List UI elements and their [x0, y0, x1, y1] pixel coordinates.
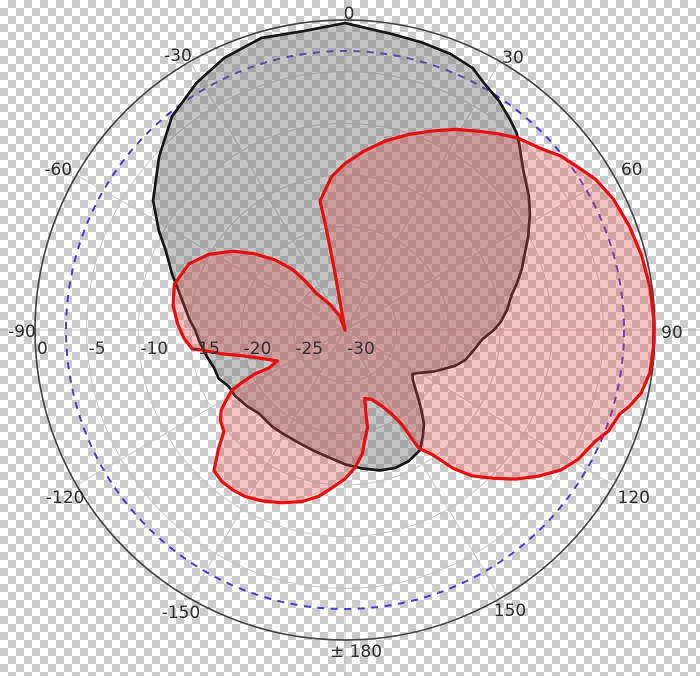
reference-dashed-circle	[65, 50, 625, 610]
series-red-pattern	[171, 127, 656, 505]
radial-grid-ring	[137, 122, 553, 538]
radial-tick-label: -5	[89, 339, 106, 359]
radial-tick-label: -15	[192, 339, 220, 359]
angle-tick-label: -120	[46, 488, 85, 508]
angle-tick-label: 60	[621, 160, 643, 180]
radial-tick-label: 0	[37, 339, 48, 359]
radial-grid-ring	[241, 226, 449, 434]
radial-tick-label: -25	[295, 339, 323, 359]
angle-tick-label: -150	[162, 603, 201, 623]
angle-tick-label: ± 180	[330, 642, 382, 662]
angle-tick-label: 150	[494, 601, 526, 621]
angle-tick-label: 30	[502, 48, 524, 68]
radial-tick-label: -30	[347, 339, 375, 359]
angle-tick-label: -60	[44, 160, 72, 180]
radial-grid-ring	[86, 71, 604, 589]
angle-tick-label: -30	[164, 46, 192, 66]
radial-grid-ring	[189, 174, 501, 486]
series-gray-pattern	[151, 21, 532, 472]
radial-tick-label: -20	[244, 339, 272, 359]
angle-tick-label: -90	[8, 322, 36, 342]
angle-tick-label: 120	[618, 488, 650, 508]
radial-grid-ring	[292, 277, 398, 383]
angle-tick-label: 90	[661, 323, 683, 343]
angle-tick-label: 0	[344, 4, 355, 24]
radial-tick-label: -10	[140, 339, 168, 359]
